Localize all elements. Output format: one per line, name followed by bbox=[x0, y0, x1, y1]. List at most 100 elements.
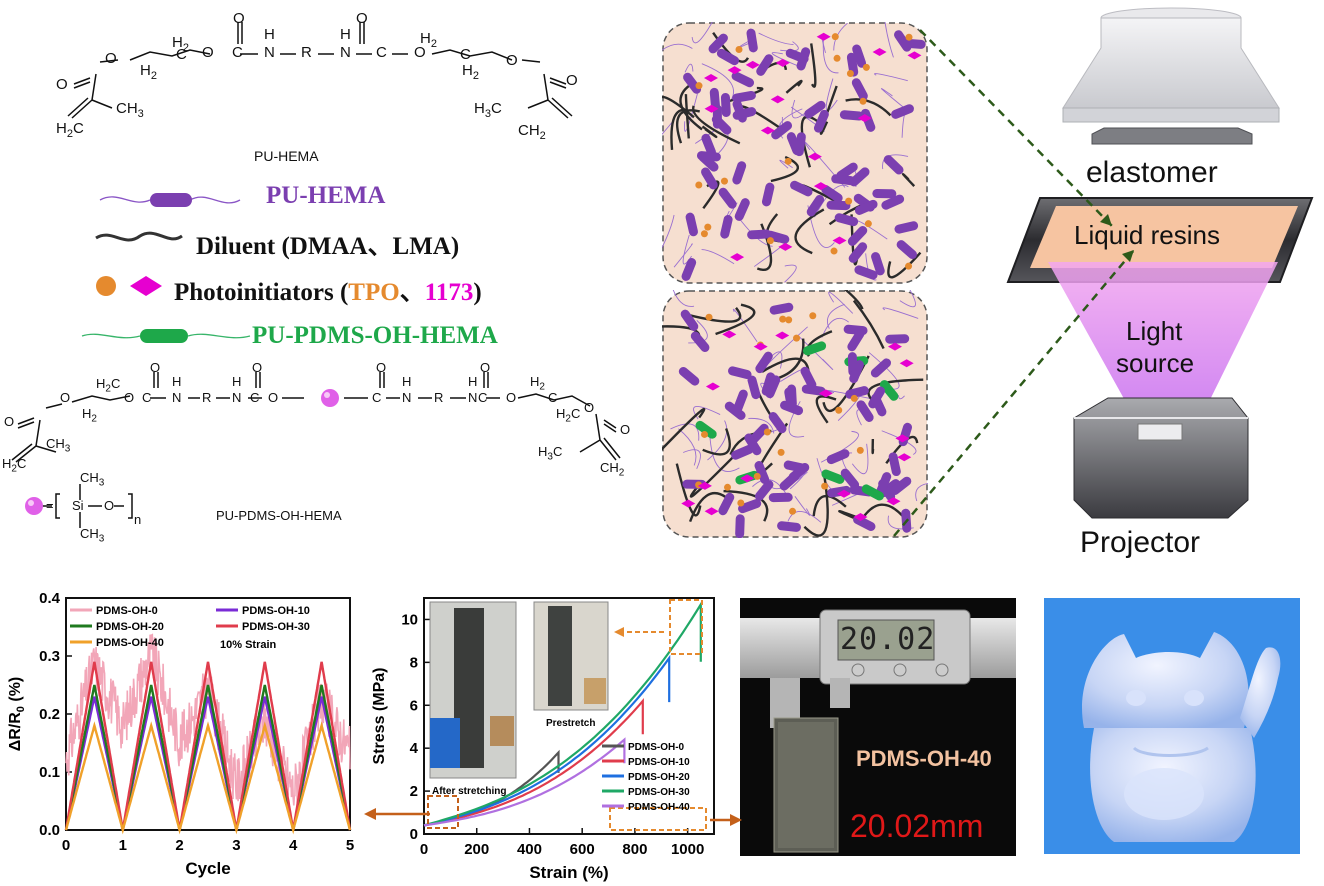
initiator-1173 bbox=[897, 453, 912, 462]
x-tick-label: 3 bbox=[232, 837, 240, 854]
diluent-chain bbox=[867, 378, 924, 403]
zoom-arrow-bottom bbox=[893, 249, 1135, 537]
pdms-segment bbox=[879, 380, 899, 401]
atom-label: O bbox=[252, 360, 263, 375]
y-tick-label: 6 bbox=[410, 697, 418, 714]
tpo-dot bbox=[701, 430, 709, 438]
tpo-dot bbox=[695, 181, 703, 189]
atom-label: n bbox=[134, 512, 142, 527]
pu-segment bbox=[711, 115, 732, 135]
diluent-chain bbox=[675, 463, 702, 517]
legend-label: PDMS-OH-20 bbox=[628, 772, 690, 783]
initiator-1173 bbox=[836, 489, 851, 498]
diluent-chain bbox=[689, 450, 740, 498]
pu-segment bbox=[891, 104, 914, 119]
atom-label: H2 bbox=[172, 34, 189, 54]
diluent-chain bbox=[688, 491, 727, 523]
y-tick-label: 0.4 bbox=[39, 590, 61, 607]
diluent-chain bbox=[655, 407, 706, 456]
thin-chain bbox=[825, 78, 838, 111]
atom-label: O bbox=[104, 498, 115, 513]
pu-segment bbox=[849, 360, 864, 384]
atom-label: H bbox=[172, 374, 182, 389]
atom-label: H3C bbox=[538, 444, 563, 463]
initiator-1173 bbox=[703, 73, 718, 82]
initiator-1173 bbox=[730, 253, 745, 262]
tpo-dot bbox=[905, 33, 913, 41]
atom-label: H bbox=[232, 374, 242, 389]
initiator-1173 bbox=[899, 359, 914, 368]
atom-label: H2 bbox=[140, 62, 157, 82]
thin-chain bbox=[784, 264, 797, 283]
pu-segment bbox=[834, 213, 859, 227]
caliper-measurement: 20.02mm bbox=[850, 808, 984, 844]
diluent-chain bbox=[812, 494, 847, 517]
atom-label: O bbox=[150, 360, 161, 375]
pu-segment bbox=[876, 472, 892, 495]
diluent-chain bbox=[794, 208, 825, 255]
x-tick-label: 0 bbox=[62, 837, 70, 854]
series-line-PDMS-OH-30 bbox=[64, 661, 352, 831]
network-pu-pdms-graphic bbox=[649, 271, 948, 539]
y-tick-label: 0.1 bbox=[39, 764, 60, 781]
atom-label: R bbox=[202, 390, 212, 405]
initiator-1173 bbox=[907, 51, 922, 60]
pu-segment bbox=[680, 309, 699, 331]
pu-segment bbox=[894, 221, 919, 234]
diluent-chain bbox=[815, 395, 837, 424]
pu-segment bbox=[785, 48, 809, 64]
atom-label: H2 bbox=[82, 406, 97, 425]
pu-segment bbox=[696, 151, 721, 162]
tpo-dot bbox=[831, 33, 839, 41]
y-tick-label: 0.0 bbox=[39, 822, 60, 839]
pu-segment bbox=[690, 331, 710, 353]
atom-label: O bbox=[414, 44, 426, 61]
pu-segment bbox=[777, 521, 801, 532]
thin-chain bbox=[897, 394, 905, 400]
initiator-1173 bbox=[745, 60, 760, 69]
tpo-dot bbox=[777, 448, 785, 456]
pu-pdms-structure-label: PU-PDMS-OH-HEMA bbox=[216, 508, 342, 523]
initiator-1173 bbox=[813, 182, 828, 191]
y-axis-label: Stress (MPa) bbox=[371, 668, 388, 765]
y-tick-label: 8 bbox=[410, 654, 418, 671]
initiator-1173 bbox=[697, 481, 712, 490]
thin-chain bbox=[732, 308, 758, 342]
legend-glyphs bbox=[81, 193, 251, 343]
atom-label: H2C bbox=[96, 376, 121, 395]
pdms-segment bbox=[802, 341, 827, 356]
diluent-chain bbox=[670, 108, 685, 150]
projector-label: Projector bbox=[1080, 526, 1201, 559]
diluent-chain bbox=[777, 338, 805, 380]
chemical-structures-panel: O O H2 C H2 O C O N H R N H C O O H2 C H… bbox=[0, 0, 650, 560]
thin-chain bbox=[683, 449, 701, 469]
y-tick-label: 0.2 bbox=[39, 706, 60, 723]
initiator-1173 bbox=[760, 126, 775, 135]
pu-segment bbox=[779, 471, 800, 491]
caliper-lcd bbox=[837, 619, 935, 661]
diluent-chain bbox=[810, 43, 817, 88]
pu-segment bbox=[771, 121, 793, 140]
photoinitiator-1173-icon bbox=[130, 276, 162, 296]
atom-label: O bbox=[202, 44, 214, 61]
atom-label: H bbox=[468, 374, 478, 389]
tpo-dot bbox=[784, 157, 792, 165]
pu-hema-segment-icon bbox=[150, 193, 192, 207]
thin-chain bbox=[673, 243, 693, 268]
thin-chain bbox=[881, 430, 917, 455]
thin-chain bbox=[881, 88, 910, 113]
pu-segment bbox=[888, 452, 901, 477]
pu-hema-structure-label: PU-HEMA bbox=[254, 148, 319, 164]
series-line-PDMS-OH-20 bbox=[64, 684, 352, 831]
pu-segment bbox=[871, 252, 885, 276]
legend-label: PDMS-OH-30 bbox=[242, 621, 310, 633]
network-panel-pu-hema bbox=[640, 8, 928, 284]
atom-label: C bbox=[232, 44, 243, 61]
pu-segment bbox=[718, 187, 737, 209]
tpo-dot bbox=[835, 406, 843, 414]
thin-chain bbox=[707, 420, 728, 461]
tpo-dot bbox=[704, 223, 712, 231]
pu-segment bbox=[681, 257, 697, 281]
strain-annotation: 10% Strain bbox=[220, 639, 277, 651]
atom-label: N bbox=[232, 390, 242, 405]
